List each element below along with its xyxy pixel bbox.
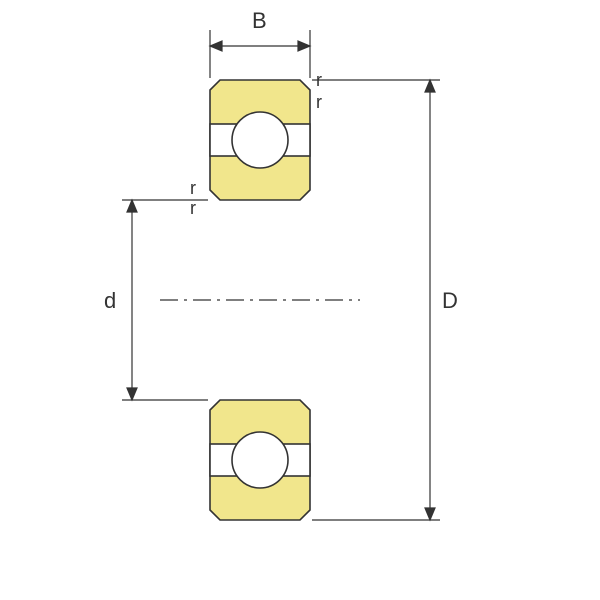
lower-section	[210, 400, 310, 520]
r-label-upper-outer-right: r	[316, 70, 322, 90]
dim-B	[210, 30, 310, 78]
upper-ball	[232, 112, 288, 168]
label-D: D	[442, 288, 458, 314]
label-B: B	[252, 8, 267, 34]
r-label-upper-outer-right2: r	[316, 92, 322, 112]
diagram-svg: r r r r	[0, 0, 600, 600]
bearing-diagram: r r r r B D d	[0, 0, 600, 600]
upper-section	[210, 80, 310, 200]
r-label-upper-inner-left: r	[190, 178, 196, 198]
label-d: d	[104, 288, 116, 314]
lower-ball	[232, 432, 288, 488]
r-label-upper-inner-left2: r	[190, 198, 196, 218]
